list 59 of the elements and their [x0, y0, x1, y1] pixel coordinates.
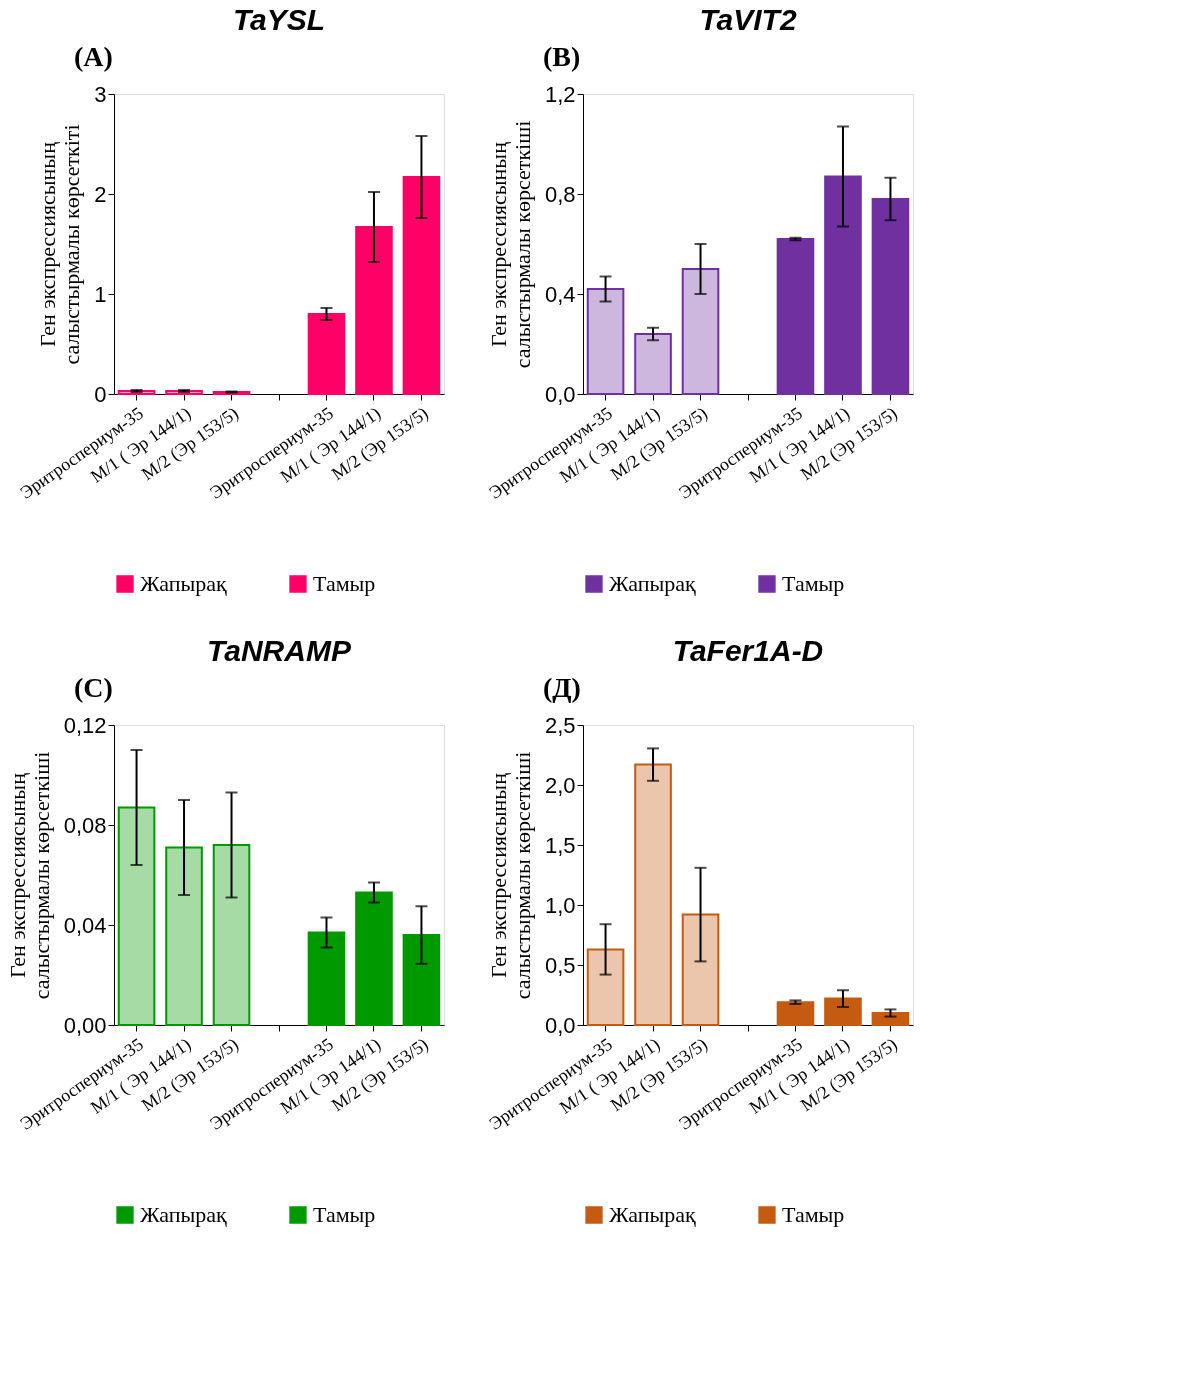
- bar: [402, 934, 441, 1026]
- y-tick-label: 2,0: [544, 772, 576, 798]
- chart-title: TaFer1A-D: [672, 634, 824, 667]
- legend-label: Тамыр: [782, 571, 845, 596]
- bar: [117, 806, 156, 1026]
- bar: [165, 846, 203, 1026]
- y-tick-label: 0,08: [63, 812, 107, 838]
- legend-label: Жапырақ: [140, 571, 227, 596]
- y-tick-label: 1,2: [544, 81, 576, 107]
- y-tick-label: 0: [94, 381, 107, 407]
- chart-title: TaYSL: [232, 3, 326, 36]
- bar: [586, 288, 625, 395]
- y-tick-label: 2,5: [544, 712, 576, 738]
- bar: [824, 997, 862, 1026]
- legend-label: Жапырақ: [609, 1202, 696, 1227]
- y-axis-title: Ген экспрессиясының салыстырмалы көрсеткіші: [4, 751, 54, 1000]
- chart-title: TaVIT2: [699, 3, 797, 36]
- legend-label: Жапырақ: [609, 571, 696, 596]
- legend-label: Тамыр: [313, 1202, 376, 1227]
- bar: [681, 268, 720, 395]
- bar: [355, 891, 393, 1026]
- bar: [776, 238, 815, 395]
- y-tick-label: 2: [94, 181, 107, 207]
- text: (B): [543, 41, 581, 72]
- y-tick-label: 0,8: [544, 181, 576, 207]
- chart-title: TaNRAMP: [207, 634, 352, 667]
- y-tick-label: 0,00: [63, 1012, 107, 1038]
- bar: [871, 198, 910, 395]
- legend-label: Тамыр: [782, 1202, 845, 1227]
- bar: [586, 948, 625, 1026]
- bar: [307, 313, 346, 395]
- y-tick-label: 0,0: [544, 381, 576, 407]
- bar: [402, 176, 441, 395]
- bar: [824, 175, 862, 395]
- y-axis-title: Ген экспрессиясының салыстырмалы көрсеткіті: [35, 124, 85, 365]
- y-axis-title: Ген экспрессиясының салыстырмалы көрсеткіші: [485, 751, 535, 1000]
- y-tick-label: 0,0: [544, 1012, 576, 1038]
- y-tick-label: 0,5: [544, 952, 576, 978]
- text: (A): [74, 41, 113, 72]
- bar: [634, 763, 672, 1026]
- y-tick-label: 0,12: [63, 712, 107, 738]
- y-tick-label: 1,0: [544, 892, 576, 918]
- y-tick-label: 1,5: [544, 832, 576, 858]
- y-tick-label: 0,04: [63, 912, 107, 938]
- text: (Д): [543, 672, 581, 703]
- legend-label: Тамыр: [313, 571, 376, 596]
- bar: [212, 844, 251, 1026]
- bar: [776, 1001, 815, 1026]
- bar: [634, 333, 672, 395]
- y-tick-label: 0,4: [544, 281, 576, 307]
- bar: [871, 1012, 910, 1026]
- bar: [307, 931, 346, 1026]
- y-tick-label: 1: [94, 281, 107, 307]
- bar: [355, 226, 393, 395]
- bar: [681, 913, 720, 1026]
- y-axis-title: Ген экспрессиясының салыстырмалы көрсеткіші: [485, 120, 535, 369]
- legend-label: Жапырақ: [140, 1202, 227, 1227]
- text: (C): [74, 672, 113, 703]
- y-tick-label: 3: [94, 81, 107, 107]
